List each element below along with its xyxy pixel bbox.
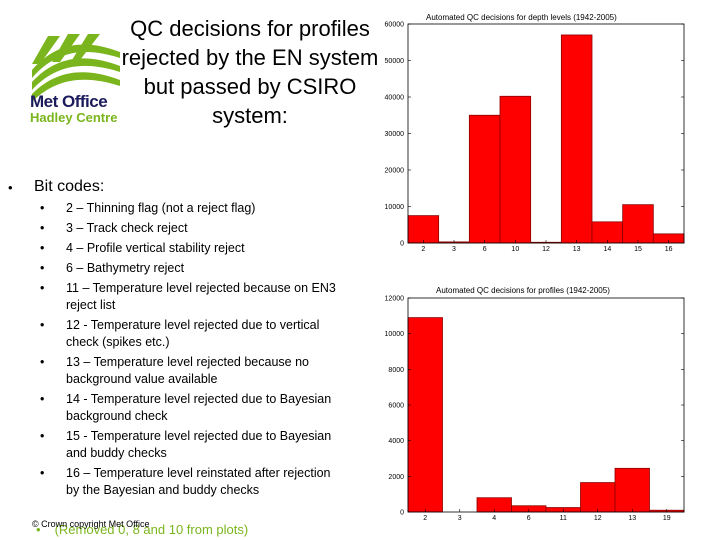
bullet-icon: • bbox=[8, 180, 13, 195]
bullet-icon: • bbox=[36, 522, 41, 537]
depth-levels-chart: Automated QC decisions for depth levels … bbox=[385, 13, 685, 253]
bar-6 bbox=[468, 114, 501, 244]
chart-title: Automated QC decisions for profiles (194… bbox=[436, 286, 610, 295]
list-item-text: 16 – Temperature level reinstated after … bbox=[66, 466, 331, 497]
list-item-text: 2 – Thinning flag (not a reject flag) bbox=[66, 201, 256, 215]
bit-codes-heading: Bit codes: bbox=[34, 178, 105, 195]
y-tick-label: 10000 bbox=[385, 204, 405, 211]
list-item: • 13 – Temperature level rejected because… bbox=[36, 354, 344, 388]
y-tick-label: 20000 bbox=[385, 168, 405, 175]
y-tick-label: 0 bbox=[400, 241, 404, 248]
list-item: • 6 – Bathymetry reject bbox=[36, 260, 344, 277]
x-tick-label: 4 bbox=[492, 515, 496, 522]
y-tick-label: 0 bbox=[400, 510, 404, 517]
bullet-icon: • bbox=[40, 392, 45, 406]
list-item: • 11 – Temperature level rejected because… bbox=[36, 280, 344, 314]
bar-10 bbox=[499, 95, 532, 244]
bar-14 bbox=[591, 221, 624, 244]
profiles-chart: Automated QC decisions for profiles (194… bbox=[385, 286, 685, 522]
x-tick-label: 10 bbox=[511, 246, 519, 253]
bullet-icon: • bbox=[40, 241, 45, 255]
x-tick-label: 6 bbox=[527, 515, 531, 522]
x-tick-label: 3 bbox=[458, 515, 462, 522]
y-tick-label: 8000 bbox=[388, 367, 404, 374]
bar-2 bbox=[407, 317, 443, 513]
removed-note: • (Removed 0, 8 and 10 from plots) bbox=[36, 522, 248, 537]
list-item: • 3 – Track check reject bbox=[36, 220, 344, 237]
y-tick-label: 4000 bbox=[388, 438, 404, 445]
list-item: • 14 - Temperature level rejected due to … bbox=[36, 391, 344, 425]
bullet-icon: • bbox=[40, 355, 45, 369]
x-tick-label: 13 bbox=[573, 246, 581, 253]
list-item-text: 6 – Bathymetry reject bbox=[66, 261, 185, 275]
x-tick-label: 14 bbox=[603, 246, 611, 253]
bar-15 bbox=[622, 204, 654, 244]
y-tick-label: 40000 bbox=[385, 95, 405, 102]
x-tick-label: 13 bbox=[628, 515, 636, 522]
chart-title: Automated QC decisions for depth levels … bbox=[426, 13, 617, 22]
x-tick-label: 19 bbox=[663, 515, 671, 522]
list-item-text: 14 - Temperature level rejected due to B… bbox=[66, 392, 332, 423]
y-tick-label: 6000 bbox=[388, 403, 404, 410]
bullet-icon: • bbox=[40, 201, 45, 215]
met-office-logo bbox=[32, 34, 120, 102]
x-tick-label: 3 bbox=[452, 246, 456, 253]
bar-13 bbox=[614, 467, 650, 513]
y-tick-label: 12000 bbox=[385, 296, 405, 303]
x-tick-label: 6 bbox=[483, 246, 487, 253]
bullet-icon: • bbox=[40, 221, 45, 235]
logo-text-hadley-centre: Hadley Centre bbox=[30, 110, 118, 125]
list-item: • 15 - Temperature level rejected due to … bbox=[36, 428, 344, 462]
x-tick-label: 2 bbox=[423, 515, 427, 522]
copyright-text: © Crown copyright Met Office bbox=[32, 519, 150, 529]
bar-12 bbox=[580, 482, 616, 513]
bar-2 bbox=[407, 215, 440, 244]
list-item-text: 15 - Temperature level rejected due to B… bbox=[66, 429, 332, 460]
x-tick-label: 12 bbox=[594, 515, 602, 522]
removed-note-text: (Removed 0, 8 and 10 from plots) bbox=[54, 522, 249, 537]
list-item: • 2 – Thinning flag (not a reject flag) bbox=[36, 200, 344, 217]
logo-text-met-office: Met Office bbox=[30, 92, 108, 111]
list-item: • 16 – Temperature level reinstated after… bbox=[36, 465, 344, 499]
bullet-icon: • bbox=[40, 466, 45, 480]
y-tick-label: 2000 bbox=[388, 474, 404, 481]
x-tick-label: 2 bbox=[421, 246, 425, 253]
list-item: • 4 – Profile vertical stability reject bbox=[36, 240, 344, 257]
y-tick-label: 30000 bbox=[385, 131, 405, 138]
slide-title: QC decisions for profiles rejected by th… bbox=[121, 16, 379, 128]
y-tick-label: 50000 bbox=[385, 58, 405, 65]
x-tick-label: 12 bbox=[542, 246, 550, 253]
bit-codes-list: • 2 – Thinning flag (not a reject flag) •… bbox=[36, 200, 344, 502]
list-item: • 12 - Temperature level rejected due to … bbox=[36, 317, 344, 351]
list-item-text: 11 – Temperature level rejected because … bbox=[66, 281, 336, 312]
list-item-text: 13 – Temperature level rejected because … bbox=[66, 355, 309, 386]
x-tick-label: 11 bbox=[560, 515, 567, 522]
list-item-text: 4 – Profile vertical stability reject bbox=[66, 241, 245, 255]
list-item-text: 12 - Temperature level rejected due to v… bbox=[66, 318, 320, 349]
bullet-icon: • bbox=[40, 429, 45, 443]
y-tick-label: 10000 bbox=[385, 331, 405, 338]
bullet-icon: • bbox=[40, 318, 45, 332]
x-tick-label: 16 bbox=[665, 246, 673, 253]
list-item-text: 3 – Track check reject bbox=[66, 221, 188, 235]
x-tick-label: 15 bbox=[634, 246, 642, 253]
y-tick-label: 60000 bbox=[385, 22, 405, 29]
bullet-icon: • bbox=[40, 261, 45, 275]
bullet-icon: • bbox=[40, 281, 45, 295]
bar-13 bbox=[560, 34, 593, 244]
